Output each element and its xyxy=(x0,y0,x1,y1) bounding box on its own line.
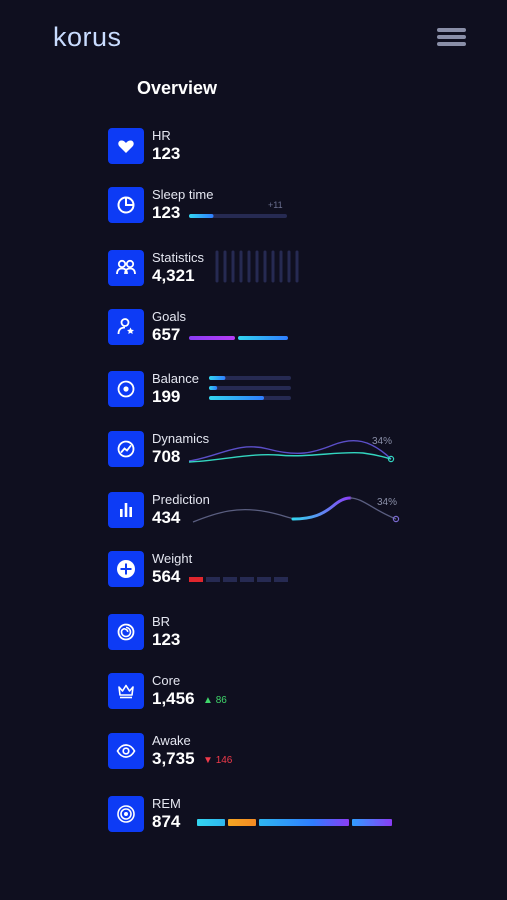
goals-progress-bars xyxy=(189,336,288,340)
concentric-circles-icon xyxy=(108,796,144,832)
dynamics-line-chart xyxy=(188,439,395,463)
metric-label: REM xyxy=(152,796,181,811)
metric-value: 4,321 xyxy=(152,266,195,285)
metric-br[interactable]: BR 123 xyxy=(108,614,408,654)
metric-value: 199 xyxy=(152,387,181,406)
metric-value: 434 xyxy=(152,508,181,527)
eye-icon xyxy=(108,733,144,769)
metric-label: Dynamics xyxy=(152,431,210,446)
statistics-bar-chart xyxy=(215,250,299,283)
metric-rem[interactable]: REM 874 xyxy=(108,796,408,836)
core-trend-value: 86 xyxy=(215,695,227,706)
prediction-percent: 34% xyxy=(377,497,398,508)
metric-balance[interactable]: Balance 199 xyxy=(108,371,408,411)
metric-label: Balance xyxy=(152,371,199,386)
metric-value: 3,735 xyxy=(152,749,195,768)
pie-chart-icon xyxy=(108,187,144,223)
heart-icon xyxy=(108,128,144,164)
sleep-delta: +11 xyxy=(268,200,283,210)
awake-trend-value: 146 xyxy=(215,755,233,766)
weight-segment-bar xyxy=(189,577,288,582)
metric-statistics[interactable]: Statistics 4,321 xyxy=(108,250,408,290)
metric-awake[interactable]: Awake 3,735 ▼ 146 xyxy=(108,733,408,773)
rem-segment-bar xyxy=(197,819,392,826)
metric-hr[interactable]: HR 123 xyxy=(108,128,408,168)
bar-chart-icon xyxy=(108,492,144,528)
metric-label: Prediction xyxy=(152,492,210,507)
metric-label: Statistics xyxy=(152,250,205,265)
user-star-icon xyxy=(108,309,144,345)
metric-value: 708 xyxy=(152,447,181,466)
metric-label: Weight xyxy=(152,551,193,566)
metric-value: 564 xyxy=(152,567,181,586)
metric-value: 874 xyxy=(152,812,181,831)
metric-dynamics[interactable]: Dynamics 708 34% xyxy=(108,431,408,471)
metric-goals[interactable]: Goals 657 xyxy=(108,309,408,349)
metric-value: 123 xyxy=(152,203,181,222)
spiral-icon xyxy=(108,614,144,650)
target-circle-icon xyxy=(108,371,144,407)
metric-value: 123 xyxy=(152,144,181,163)
users-icon xyxy=(108,250,144,286)
hamburger-menu-icon[interactable] xyxy=(437,28,466,46)
trend-circle-icon xyxy=(108,431,144,467)
metric-label: Core xyxy=(152,673,181,688)
balance-progress-bars xyxy=(209,376,291,400)
core-trend: ▲ 86 xyxy=(203,695,227,706)
metric-value: 1,456 xyxy=(152,689,195,708)
prediction-line-chart xyxy=(192,496,400,523)
metric-label: HR xyxy=(152,128,171,143)
metric-core[interactable]: Core 1,456 ▲ 86 xyxy=(108,673,408,713)
metric-label: Sleep time xyxy=(152,187,214,202)
metric-label: Goals xyxy=(152,309,186,324)
br-waveform xyxy=(195,615,283,651)
metric-label: Awake xyxy=(152,733,191,748)
hr-waveform xyxy=(195,129,283,165)
app-logo: korus xyxy=(53,22,122,52)
crown-icon xyxy=(108,673,144,709)
sleep-progress-bar xyxy=(189,214,287,218)
plus-circle-icon xyxy=(108,551,144,587)
metric-value: 657 xyxy=(152,325,181,344)
awake-trend: ▼ 146 xyxy=(203,755,233,766)
dynamics-percent: 34% xyxy=(372,436,393,447)
metric-weight[interactable]: Weight 564 xyxy=(108,551,408,591)
metric-prediction[interactable]: Prediction 434 34% xyxy=(108,492,408,532)
metric-label: BR xyxy=(152,614,171,629)
metric-value: 123 xyxy=(152,630,181,649)
page-title: Overview xyxy=(137,78,218,98)
metric-sleep-time[interactable]: Sleep time 123 +11 xyxy=(108,187,408,227)
